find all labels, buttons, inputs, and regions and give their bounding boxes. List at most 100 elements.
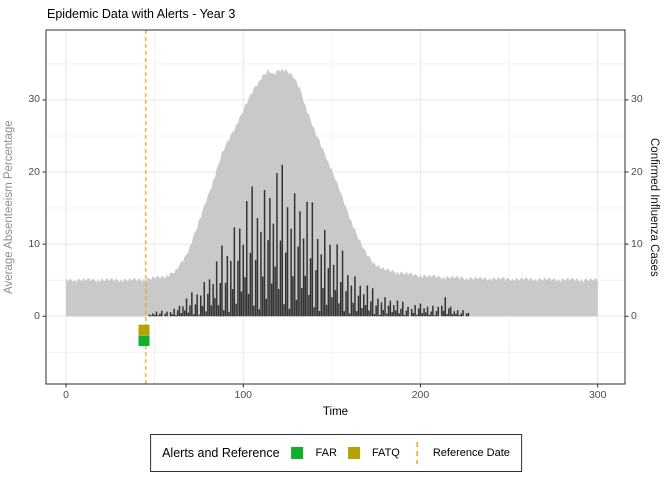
fatq-alert-marker [138, 324, 150, 336]
influenza-bar [391, 312, 393, 317]
influenza-bar [212, 284, 214, 317]
influenza-bar [430, 311, 432, 317]
influenza-bar [194, 304, 197, 317]
influenza-bar [345, 291, 347, 317]
influenza-bar [355, 311, 358, 317]
influenza-bar [403, 315, 406, 317]
influenza-bar [348, 313, 351, 317]
influenza-bar [210, 305, 213, 317]
influenza-bar [192, 314, 195, 317]
influenza-bar [418, 308, 420, 317]
influenza-bar [309, 258, 312, 317]
influenza-bar [332, 264, 335, 317]
influenza-bar [338, 303, 340, 317]
influenza-bar [286, 207, 289, 317]
influenza-bar [272, 223, 275, 317]
influenza-bar [221, 245, 223, 317]
influenza-bar [384, 297, 386, 317]
legend-box: Alerts and Reference FAR FATQ Reference … [150, 434, 522, 472]
influenza-bar [416, 314, 418, 317]
influenza-bar [396, 300, 399, 317]
influenza-bar [155, 311, 158, 317]
influenza-bar [446, 314, 448, 317]
influenza-bar [247, 293, 250, 317]
influenza-bar [219, 283, 221, 317]
influenza-bar [150, 315, 152, 317]
influenza-bar [373, 314, 376, 317]
influenza-bar [153, 314, 156, 317]
influenza-bar [455, 313, 457, 317]
influenza-bar [336, 244, 338, 317]
influenza-bar [343, 311, 345, 317]
influenza-bar [400, 308, 402, 317]
influenza-bar [368, 310, 370, 317]
influenza-bar [265, 298, 267, 317]
influenza-bar [246, 201, 248, 317]
influenza-bar [386, 313, 388, 317]
influenza-bar [467, 312, 470, 317]
influenza-bar [304, 275, 306, 317]
influenza-bar [226, 256, 229, 317]
influenza-bar [398, 313, 400, 317]
influenza-bar [363, 294, 365, 317]
influenza-bar [341, 250, 344, 317]
influenza-bar [407, 306, 409, 317]
influenza-bar [311, 202, 314, 317]
influenza-bar [288, 308, 291, 317]
influenza-bar [354, 276, 356, 317]
influenza-bar [205, 311, 207, 317]
influenza-bar [240, 291, 243, 317]
influenza-bar [185, 298, 188, 317]
influenza-bar [290, 228, 292, 317]
y-axis-title-right: Confirmed Influenza Cases [648, 137, 660, 277]
influenza-bar [301, 288, 303, 317]
influenza-bar [375, 305, 377, 317]
influenza-bar [203, 282, 205, 317]
influenza-bar [293, 193, 296, 317]
influenza-bar [389, 300, 392, 317]
influenza-bar [405, 310, 408, 317]
influenza-bar [444, 297, 446, 317]
influenza-bar [359, 285, 361, 317]
influenza-bar [235, 303, 237, 317]
influenza-bar [184, 310, 186, 317]
influenza-bar [254, 259, 257, 317]
influenza-bar [432, 305, 434, 317]
influenza-bar [242, 244, 244, 317]
influenza-bar [297, 246, 299, 317]
influenza-bar [251, 186, 253, 317]
influenza-bar [159, 313, 161, 317]
influenza-bar [230, 260, 232, 317]
influenza-bar [182, 306, 184, 317]
influenza-bar [166, 311, 168, 317]
influenza-bar [437, 306, 439, 317]
influenza-bar [302, 238, 305, 317]
influenza-bar [361, 308, 363, 317]
influenza-bar [387, 305, 390, 317]
influenza-bar [270, 283, 273, 317]
influenza-bar [260, 231, 262, 317]
influenza-bar [462, 310, 464, 317]
legend-item-far: FAR [291, 447, 337, 459]
influenza-bar [456, 310, 459, 317]
influenza-bar [198, 314, 200, 317]
influenza-bar [299, 211, 301, 317]
reference-date-key-dashed-line [416, 442, 418, 464]
influenza-bar [148, 314, 151, 317]
influenza-bar [308, 294, 310, 317]
influenza-bar [200, 295, 202, 317]
influenza-bar [258, 309, 260, 317]
influenza-bar [274, 266, 276, 317]
influenza-bar [465, 313, 468, 317]
influenza-bar [394, 310, 397, 317]
influenza-bar [187, 312, 190, 317]
influenza-bar [425, 312, 427, 317]
legend-item-reference-date: Reference Date [411, 440, 510, 466]
influenza-bar [228, 311, 230, 317]
influenza-bar [191, 292, 193, 317]
fatq-key-swatch [347, 447, 360, 459]
influenza-bar [423, 308, 425, 317]
influenza-bar [453, 311, 455, 317]
influenza-bar [451, 314, 454, 317]
influenza-bar [412, 313, 415, 317]
